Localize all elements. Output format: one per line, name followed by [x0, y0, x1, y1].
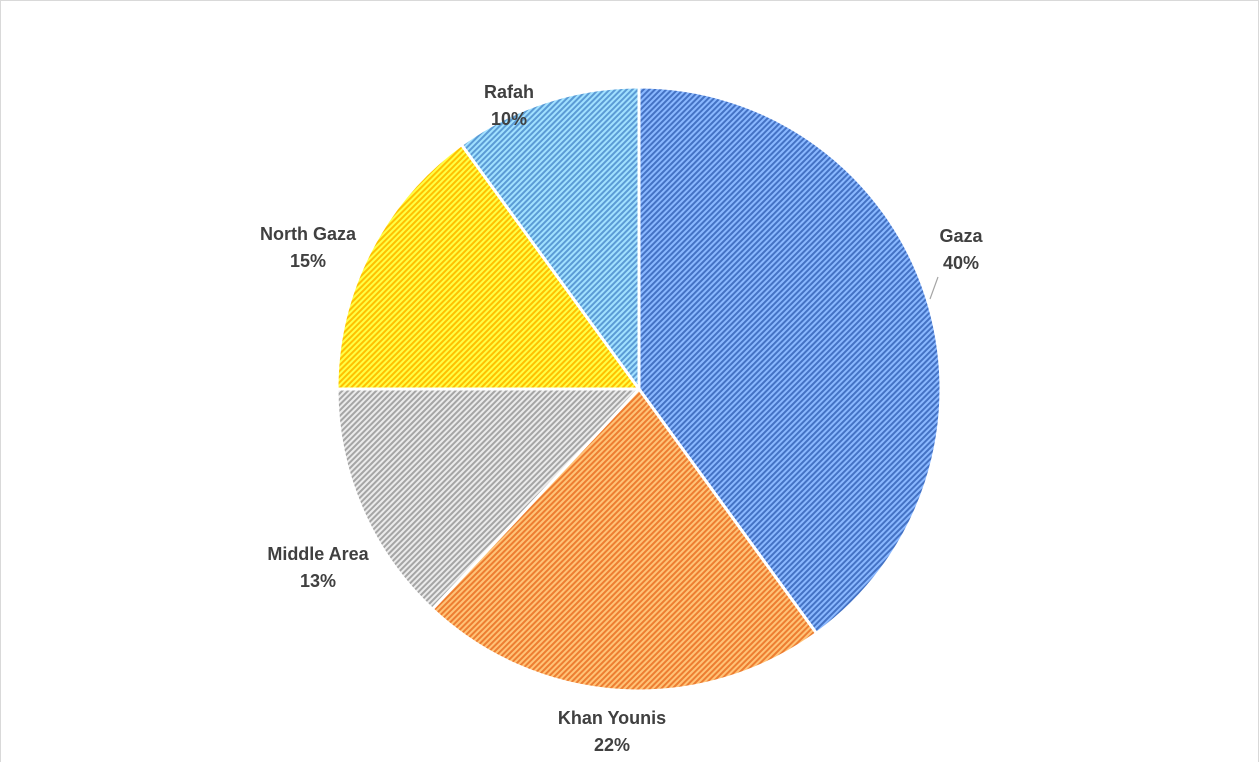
data-label-category: Rafah: [483, 82, 535, 102]
data-label-category: North Gaza: [259, 224, 357, 244]
data-label-category: Gaza: [939, 226, 983, 246]
leader-line-gaza: [929, 276, 939, 300]
pie-slice-gaza: [637, 85, 943, 635]
pie-slice-north-gaza: [335, 143, 641, 391]
pie-slices: [335, 85, 943, 693]
data-label-middle-area: Middle Area 13%: [267, 541, 368, 595]
leader-lines: [929, 276, 939, 300]
data-label-percent: 22%: [593, 735, 631, 755]
data-label-khan-younis: Khan Younis 22%: [558, 705, 666, 759]
pie-slice-middle-area: [335, 387, 641, 611]
data-label-percent: 13%: [299, 571, 337, 591]
data-label-gaza: Gaza 40%: [939, 223, 982, 277]
pie-slice-rafah: [459, 85, 641, 391]
data-label-percent: 10%: [490, 109, 528, 129]
data-label-rafah: Rafah 10%: [484, 79, 534, 133]
data-label-category: Middle Area: [267, 544, 369, 564]
data-label-percent: 40%: [942, 253, 980, 273]
data-label-category: Khan Younis: [557, 708, 667, 728]
data-label-percent: 15%: [289, 251, 327, 271]
pie-slice-khan-younis: [430, 387, 819, 693]
data-label-north-gaza: North Gaza 15%: [260, 221, 356, 275]
